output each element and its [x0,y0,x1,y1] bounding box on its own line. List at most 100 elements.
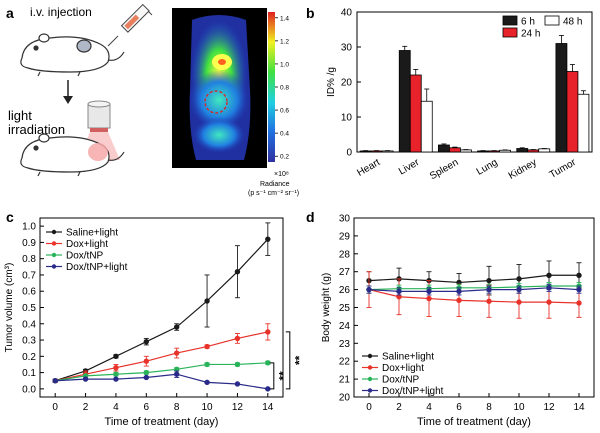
legend-label: Saline+light [382,352,434,363]
legend-label: Dox/tNP+light [382,386,444,397]
y-tick-label: 0.8 [22,254,36,265]
y-tick-label: 0.9 [22,238,36,249]
data-point [426,295,432,302]
data-point [456,297,462,304]
legend-label: Dox+light [382,363,424,374]
legend-label: 6 h [521,17,535,28]
x-tick-label: 0 [52,402,58,413]
significance-bracket [269,362,275,390]
x-tick-label: Spleen [428,157,460,182]
data-point [546,285,552,291]
colorbar-tick-label: 0.8 [280,85,289,92]
significance-bracket [285,331,291,390]
data-point [204,343,210,350]
data-point [234,335,241,342]
x-tick-label: 14 [262,402,274,413]
fluorescence-image [172,8,267,168]
data-point [52,378,58,384]
x-tick-label: Kidney [507,157,539,182]
colorbar-title: Radiance [260,181,290,188]
y-tick-label: 29 [339,231,351,242]
legend-label: 48 h [563,17,582,28]
tumor-circle [204,90,228,114]
data-point [546,272,552,278]
legend-marker [367,388,373,393]
chart-b: 0 10 20 30 40 ID% /g Heart Liver Spleen Lung Kidne… [326,8,593,182]
bar-lung-1 [488,150,500,153]
mouse-bottom-icon [20,133,125,177]
x-tick-label: 12 [543,402,555,413]
x-tick-label: Liver [397,157,422,178]
y-tick-label: 30 [339,214,351,225]
y-tick-label: 0.3 [22,336,36,347]
series-line [368,289,580,304]
bar-liver-2 [420,100,433,153]
data-point [82,376,89,382]
data-point [265,329,271,335]
legend-marker [51,264,57,269]
y-axis-label: Body weight (g) [321,273,332,342]
data-point [143,358,150,364]
legend-marker [51,229,57,235]
legend-swatch [502,15,518,26]
data-point [113,353,119,360]
bar-liver-0 [398,50,411,153]
panel-a-letter: a [6,5,14,21]
bar-tumor-1 [566,71,579,153]
legend-label: Saline+light [66,228,118,239]
x-tick-label: 12 [232,402,244,413]
data-point [426,288,432,295]
y-tick-label: 27 [339,267,351,278]
data-point [546,299,552,305]
y-axis-label: Tumor volume (cm³) [4,263,15,353]
data-point [204,379,210,386]
legend-label: Dox/tNP [382,375,420,386]
y-tick-label: 21 [339,375,351,386]
x-tick-label: 6 [144,402,150,413]
legend-marker [51,241,57,246]
legend: Saline+lightDox+lightDox/tNPDox/tNP+ligh… [362,352,444,397]
legend-label: Dox/tNP+light [66,262,128,273]
data-point [204,298,210,304]
colorbar-tick-label: 0.6 [280,108,289,115]
y-tick-label: 10 [341,113,353,124]
data-point [173,371,180,377]
data-point [486,277,492,284]
syringe-icon [107,3,153,47]
x-tick-label: 4 [113,402,119,413]
panel-c-letter: c [6,209,14,225]
data-point [113,371,119,377]
x-tick-label: 0 [366,402,372,413]
y-tick-label: 0.2 [22,352,36,363]
panel-d-letter: d [306,209,315,225]
series-line [368,287,580,292]
light-label-line1: light [8,108,32,123]
x-tick-label: 4 [426,402,432,413]
data-point [113,376,119,382]
series-line [368,274,579,284]
x-tick-label: 2 [396,402,402,413]
colorbar-exponent: ×10⁸ [274,171,289,178]
colorbar-ticks: 1.4 1.2 1.0 0.8 0.6 0.4 0.2 [275,15,289,161]
bar-heart-1 [370,150,383,153]
data-point [396,288,402,295]
panel-a: a i.v. injection light irradiation [6,3,299,197]
colorbar-tick-label: 1.0 [280,61,289,68]
bar-liver-1 [409,74,422,153]
data-point [576,300,582,306]
x-tick-label: 8 [486,402,492,413]
y-tick-label: 1.0 [22,222,36,233]
bar-tumor-0 [555,43,568,153]
y-axis-label: ID% /g [326,67,337,97]
series-line [55,331,268,382]
y-tick-label: 0.6 [22,287,36,298]
arrow-down-icon [63,80,73,104]
series-line [55,373,268,390]
colorbar-tick-label: 0.4 [280,131,289,138]
bar-tumor-2 [577,93,590,153]
legend-swatch [502,27,518,38]
data-point [576,286,582,293]
bar-heart-2 [381,150,394,153]
significance-label: ** [277,371,291,381]
